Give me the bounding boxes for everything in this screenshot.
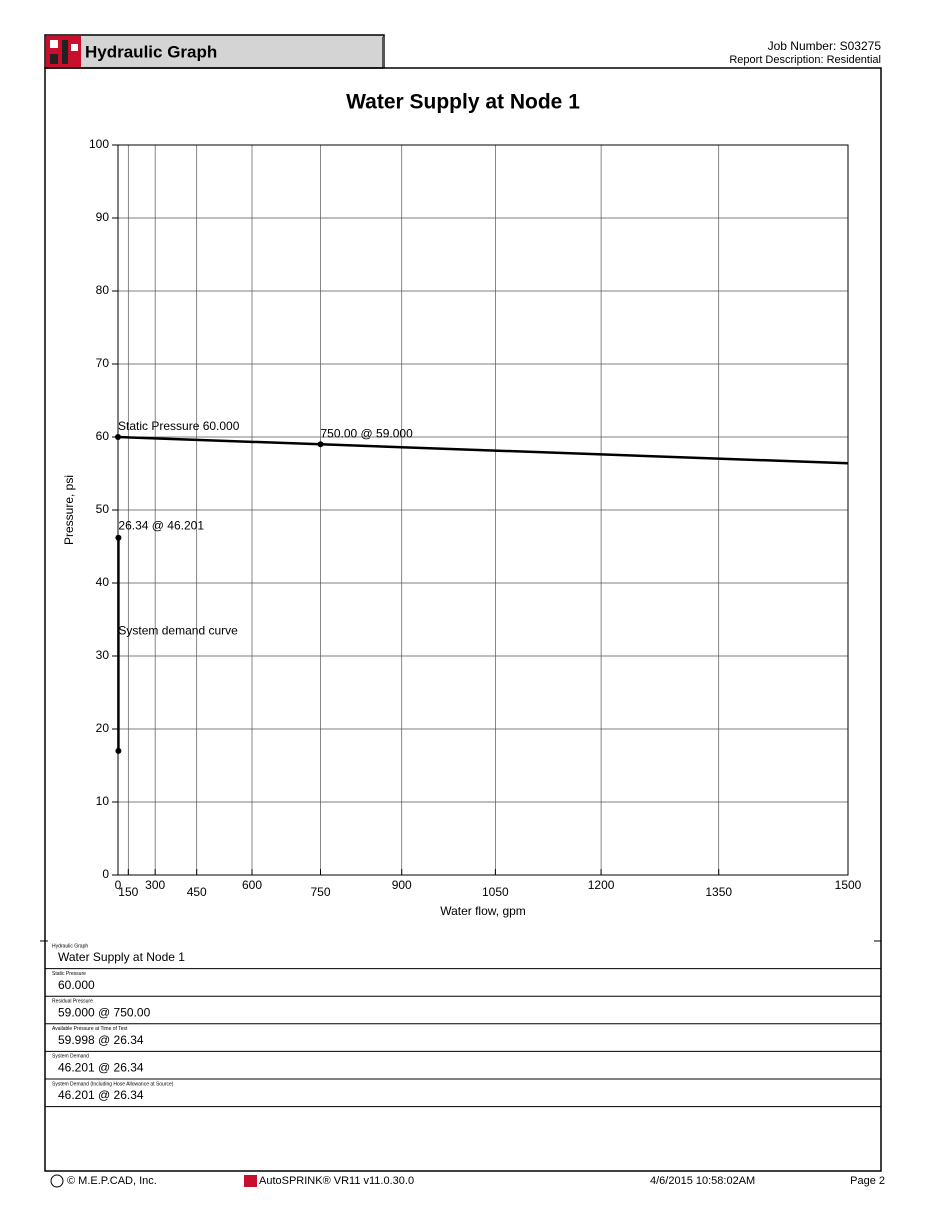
x-tick-label: 150: [118, 885, 138, 899]
footer-page: Page 2: [850, 1175, 885, 1187]
y-tick-label: 60: [96, 429, 110, 443]
footer-icon: [50, 1174, 64, 1188]
series-line: [117, 435, 849, 465]
row-value: 59.998 @ 26.34: [58, 1033, 144, 1047]
x-axis-label: Water flow, gpm: [440, 904, 526, 918]
plot-border: [117, 144, 849, 876]
logo: [46, 36, 81, 67]
data-point: [115, 747, 122, 754]
y-tick-label: 30: [96, 648, 110, 662]
row-label: Static Pressure: [52, 971, 86, 977]
row-label: Residual Pressure: [52, 999, 93, 1005]
row-value: 60.000: [58, 978, 95, 992]
footer-datetime: 4/6/2015 10:58:02AM: [650, 1175, 755, 1187]
footer-copyright: © M.E.P.CAD, Inc.: [67, 1175, 157, 1187]
chart-title: Water Supply at Node 1: [346, 91, 580, 114]
x-tick-label: 1050: [482, 885, 509, 899]
x-tick-label: 750: [310, 885, 330, 899]
frame: [44, 67, 882, 1172]
data-point: [115, 534, 122, 541]
row-label: System Demand (Including Hose Allowance …: [52, 1081, 174, 1087]
footer-software: AutoSPRINK® VR11 v11.0.30.0: [259, 1175, 414, 1187]
data-point: [115, 434, 121, 440]
annotation: Static Pressure 60.000: [118, 419, 240, 433]
x-tick-label: 900: [392, 878, 412, 892]
header-box: [44, 34, 385, 69]
x-tick-label: 1200: [588, 878, 615, 892]
y-axis-label: Pressure, psi: [62, 475, 76, 545]
y-tick-label: 10: [96, 794, 110, 808]
row-label: Hydraulic Graph: [52, 943, 88, 949]
x-tick-label: 450: [187, 885, 207, 899]
annotation: System demand curve: [118, 624, 238, 638]
row-label: System Demand: [52, 1054, 89, 1060]
annotation: 750.00 @ 59.000: [320, 426, 413, 440]
report-description: Report Description: Residential: [729, 54, 881, 66]
row-value: 46.201 @ 26.34: [58, 1061, 144, 1075]
y-tick-label: 40: [96, 575, 110, 589]
header-shadow: [382, 37, 385, 68]
row-label: Available Pressure at Time of Test: [52, 1026, 128, 1032]
y-tick-label: 70: [96, 356, 110, 370]
header-title: Hydraulic Graph: [85, 42, 217, 61]
row-value: 46.201 @ 26.34: [58, 1088, 144, 1102]
y-tick-label: 100: [89, 137, 109, 151]
data-point: [317, 441, 324, 448]
x-tick-label: 1500: [835, 878, 862, 892]
y-tick-label: 20: [96, 721, 110, 735]
y-tick-label: 80: [96, 283, 110, 297]
annotation: 26.34 @ 46.201: [118, 519, 204, 533]
x-tick-label: 0: [115, 878, 122, 892]
row-value: Water Supply at Node 1: [58, 950, 185, 964]
job-number: Job Number: S03275: [768, 39, 882, 53]
x-tick-label: 300: [145, 878, 165, 892]
footer-logo: [244, 1175, 257, 1187]
y-tick-label: 50: [96, 502, 110, 516]
x-tick-label: 600: [242, 878, 262, 892]
y-tick-label: 90: [96, 210, 110, 224]
x-tick-label: 1350: [705, 885, 732, 899]
y-tick-label: 0: [102, 867, 109, 881]
row-value: 59.000 @ 750.00: [58, 1005, 151, 1019]
